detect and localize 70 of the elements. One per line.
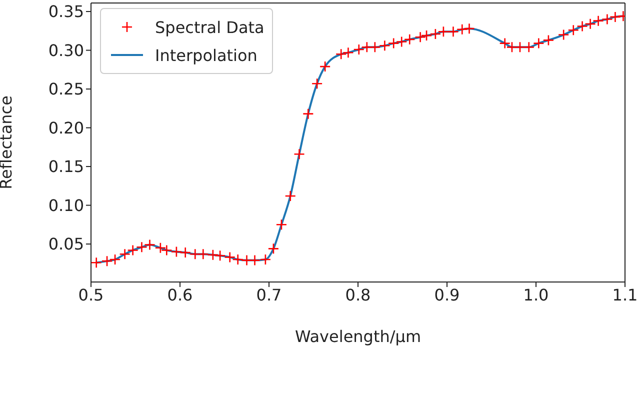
point [568, 24, 580, 36]
line-series [95, 15, 624, 264]
point [558, 29, 570, 40]
point [514, 42, 526, 53]
point [592, 15, 604, 26]
point [610, 11, 621, 23]
point [379, 40, 390, 52]
point [404, 34, 416, 46]
point [523, 42, 535, 53]
point [197, 248, 209, 260]
point [127, 244, 138, 256]
legend-label: Interpolation [155, 46, 258, 64]
y-tick-label: 0.05 [48, 234, 84, 254]
point [414, 31, 426, 43]
point [180, 246, 191, 258]
point [91, 256, 102, 268]
point [119, 248, 130, 260]
point [388, 38, 400, 49]
point [276, 219, 288, 230]
x-tick-label: 1.1 [612, 285, 638, 304]
point [353, 44, 365, 56]
point [464, 22, 475, 34]
point [284, 190, 296, 202]
y-tick-label: 0.20 [48, 118, 84, 138]
x-axis-title: Wavelength/μm [294, 327, 422, 346]
point [224, 252, 236, 263]
point [311, 78, 323, 90]
y-tick-label: 0.35 [48, 2, 84, 22]
x-tick-label: 0.5 [78, 285, 104, 304]
point [207, 249, 219, 261]
point [144, 239, 156, 250]
x-tick-label: 0.7 [256, 285, 282, 304]
point [189, 248, 201, 260]
point [260, 254, 272, 266]
legend-label: Spectral Data [155, 18, 264, 36]
point [396, 36, 408, 48]
point [232, 254, 244, 266]
y-tick-label: 0.25 [48, 80, 84, 99]
x-tick-label: 0.9 [434, 285, 460, 304]
y-tick-label: 0.30 [48, 40, 84, 60]
point [170, 246, 182, 258]
point [302, 108, 314, 120]
point [109, 254, 121, 266]
point [533, 38, 544, 49]
point [319, 60, 331, 72]
point [542, 34, 554, 46]
point [456, 24, 468, 35]
point [602, 14, 613, 25]
x-tick-label: 0.6 [167, 285, 193, 304]
x-tick-label: 1.0 [523, 285, 549, 304]
x-tick-label: 0.8 [345, 285, 371, 304]
point [420, 30, 432, 42]
point [438, 26, 450, 38]
y-tick-label: 0.10 [48, 196, 84, 215]
point [430, 28, 442, 40]
point [361, 42, 373, 53]
point [136, 241, 148, 253]
point [241, 254, 252, 266]
y-tick-label: 0.15 [48, 157, 84, 176]
point [249, 254, 260, 266]
point [576, 20, 588, 32]
point [448, 26, 459, 38]
point [294, 148, 305, 160]
point [214, 250, 226, 262]
point [342, 46, 354, 58]
point [584, 18, 596, 30]
point [101, 255, 113, 267]
point [335, 48, 347, 60]
point [369, 42, 381, 53]
point [268, 243, 280, 254]
